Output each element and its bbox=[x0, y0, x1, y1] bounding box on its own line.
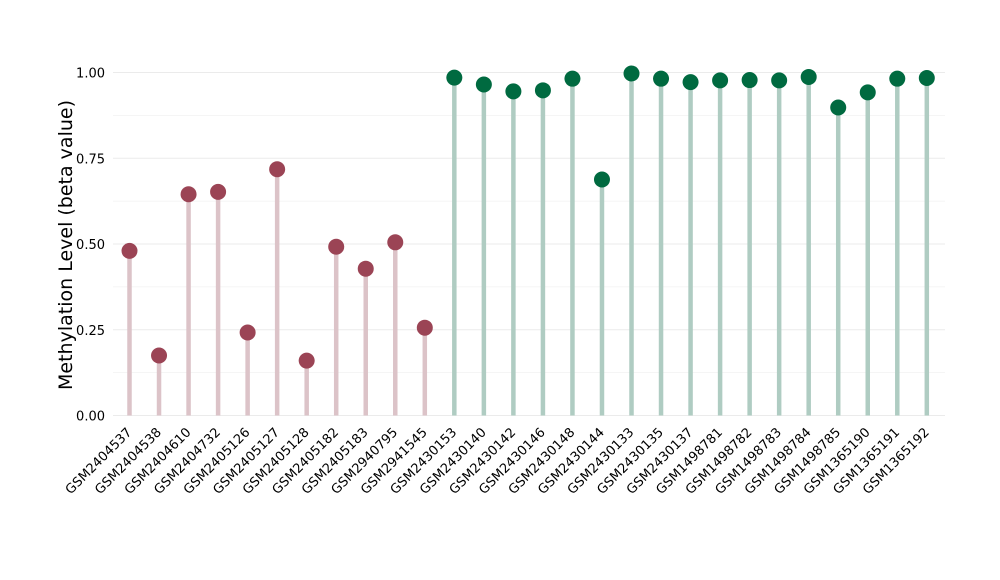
lollipop-point bbox=[328, 238, 345, 255]
lollipop-point bbox=[889, 70, 906, 87]
x-axis-ticks: GSM2404537GSM2404538GSM2404610GSM2404732… bbox=[63, 425, 933, 497]
lollipop-point bbox=[593, 171, 610, 188]
lollipop-point bbox=[180, 186, 197, 203]
lollipop-point bbox=[918, 69, 935, 86]
y-axis-ticks: 0.00 0.25 0.50 0.75 1.00 bbox=[76, 67, 105, 425]
lollipop-point bbox=[416, 319, 433, 336]
lollipop-point bbox=[682, 74, 699, 91]
lollipop-point bbox=[298, 352, 315, 369]
lollipop-point bbox=[564, 70, 581, 87]
grid-lines bbox=[113, 71, 945, 417]
lollipop-point bbox=[210, 183, 227, 200]
y-tick-label: 1.00 bbox=[76, 67, 105, 82]
lollipop-point bbox=[269, 161, 286, 178]
lollipop-point bbox=[800, 68, 817, 85]
lollipop-point bbox=[121, 242, 138, 259]
lollipop-point bbox=[357, 260, 374, 277]
y-tick-label: 0.25 bbox=[76, 324, 105, 339]
y-axis-title: Methylation Level (beta value) bbox=[55, 100, 77, 390]
lollipop-stems bbox=[127, 73, 930, 416]
y-tick-label: 0.50 bbox=[76, 238, 105, 253]
lollipop-point bbox=[741, 72, 758, 89]
lollipop-point bbox=[771, 72, 788, 89]
lollipop-point bbox=[475, 76, 492, 93]
lollipop-point bbox=[387, 234, 404, 251]
lollipop-point bbox=[859, 84, 876, 101]
lollipop-point bbox=[623, 65, 640, 82]
lollipop-point bbox=[534, 82, 551, 99]
lollipop-point bbox=[653, 70, 670, 87]
y-tick-label: 0.00 bbox=[76, 410, 105, 425]
lollipop-point bbox=[151, 347, 168, 364]
lollipop-point bbox=[505, 83, 522, 100]
lollipop-point bbox=[830, 99, 847, 116]
lollipop-point bbox=[712, 72, 729, 89]
lollipop-point bbox=[446, 69, 463, 86]
lollipop-points bbox=[121, 65, 935, 369]
y-tick-label: 0.75 bbox=[76, 152, 105, 167]
lollipop-point bbox=[239, 324, 256, 341]
